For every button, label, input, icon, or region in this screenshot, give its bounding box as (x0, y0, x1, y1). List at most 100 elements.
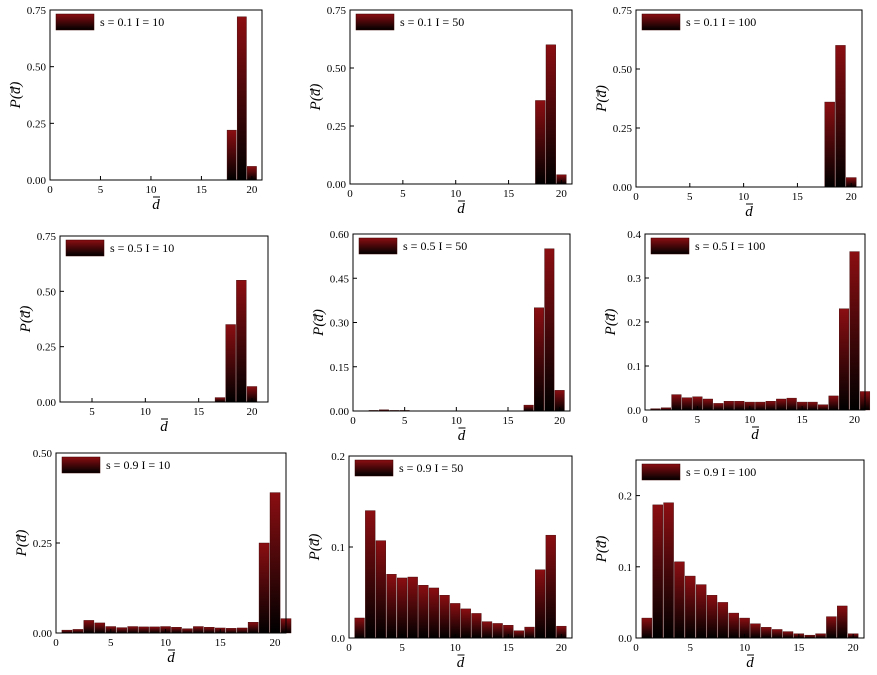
chart-panel-1: 0 5 10 15 20 0.00 0.25 0.50 0.75 s = 0.1 I = 10 d P… (8, 5, 263, 213)
bar (717, 602, 729, 639)
bar (818, 404, 829, 411)
x-tick-label: 0 (642, 414, 648, 426)
x-tick-label: 10 (450, 188, 462, 200)
y-tick-label: 0.00 (613, 182, 633, 194)
y-tick-label: 0.25 (33, 538, 53, 550)
y-axis-label: P(d) (307, 534, 323, 562)
bar (94, 622, 106, 634)
bar (226, 129, 237, 181)
y-tick-label: 0.0 (618, 633, 632, 645)
bar (72, 629, 84, 634)
y-tick-label: 0.3 (627, 273, 641, 285)
legend-swatch (641, 463, 681, 481)
bar (492, 623, 503, 639)
legend-label: s = 0.9 I = 10 (106, 458, 170, 472)
bar (544, 248, 555, 412)
bar (450, 603, 461, 639)
bar (681, 397, 692, 411)
x-tick-label: 5 (695, 414, 701, 426)
x-tick-label: 15 (215, 637, 227, 649)
x-tick-label: 0 (47, 184, 53, 196)
x-tick-label: 10 (738, 191, 750, 203)
bar (545, 534, 556, 639)
bar (407, 576, 418, 639)
chart-panel-2: 0 5 10 15 20 0.00 0.25 0.50 0.75 s = 0.1 I = 50 d P… (308, 5, 573, 217)
bar (236, 627, 248, 634)
bar (849, 251, 860, 411)
x-tick-label: 10 (450, 642, 462, 654)
bar (375, 540, 386, 639)
y-axis-label: P(d) (8, 82, 24, 110)
legend-label: s = 0.9 I = 50 (399, 461, 463, 475)
y-tick-label: 0.1 (627, 361, 641, 373)
x-tick-label: 5 (108, 637, 114, 649)
plot-frame (49, 9, 263, 181)
x-tick-label: 15 (503, 415, 515, 427)
legend-swatch (641, 13, 681, 31)
bar (815, 633, 826, 639)
y-tick-label: 0.0 (627, 405, 641, 417)
y-tick-label: 0.2 (618, 491, 632, 503)
bar (641, 617, 653, 639)
chart-panel-3: 0 5 10 15 20 0.00 0.25 0.50 0.75 s = 0.1 I = 100 d… (594, 5, 863, 220)
y-tick-label: 0.00 (327, 179, 347, 191)
x-tick-label: 5 (89, 406, 95, 418)
legend-label: s = 0.5 I = 50 (403, 239, 467, 253)
bar (824, 101, 835, 188)
legend-label: s = 0.5 I = 100 (695, 239, 765, 253)
bar (236, 16, 247, 181)
x-tick-label: 15 (503, 188, 515, 200)
y-tick-label: 0.4 (627, 229, 641, 241)
bar (365, 510, 376, 639)
y-axis-label: P(d) (603, 309, 619, 337)
bar (835, 45, 846, 188)
legend-swatch (354, 459, 394, 477)
x-tick-label: 0 (633, 191, 639, 203)
y-tick-label: 0.1 (331, 542, 345, 554)
bar (193, 626, 204, 634)
chart-panel-7: 0 5 10 15 20 0.00 0.25 0.50 s = 0.9 I = 10 d P(d) (14, 448, 292, 666)
x-tick-label: 5 (98, 184, 104, 196)
legend-label: s = 0.1 I = 50 (400, 15, 464, 29)
plot-frame (55, 452, 287, 634)
x-tick-label: 5 (687, 191, 693, 203)
y-tick-label: 0.00 (37, 397, 57, 409)
x-tick-label: 10 (451, 415, 463, 427)
bar (828, 395, 839, 411)
bar (723, 401, 734, 411)
x-tick-label: 5 (399, 642, 405, 654)
bar (83, 620, 95, 634)
x-axis-label: d (167, 650, 175, 666)
y-tick-label: 0.00 (33, 628, 53, 640)
bar (247, 622, 259, 634)
x-axis-label: d (751, 427, 759, 443)
bar (776, 398, 787, 411)
bar (127, 626, 138, 634)
bar (839, 308, 850, 411)
y-tick-label: 0.45 (330, 273, 350, 285)
x-tick-label: 15 (193, 406, 205, 418)
x-tick-label: 5 (688, 642, 694, 654)
x-axis-label: d (457, 655, 465, 671)
x-tick-label: 20 (848, 642, 860, 654)
bar (397, 577, 408, 639)
x-axis-label: d (458, 428, 466, 444)
x-axis-label: d (160, 419, 168, 435)
bar (481, 621, 493, 639)
y-tick-label: 0.60 (330, 229, 350, 241)
x-tick-label: 15 (793, 642, 805, 654)
x-tick-label: 10 (739, 642, 751, 654)
bar (771, 629, 783, 639)
plot-frame (635, 459, 865, 639)
bar (734, 401, 745, 411)
x-tick-label: 10 (160, 637, 172, 649)
y-tick-label: 0.25 (37, 342, 57, 354)
bar (837, 605, 848, 639)
bar (116, 627, 127, 634)
x-tick-label: 5 (400, 188, 406, 200)
bar (171, 627, 182, 634)
bar (204, 627, 215, 634)
chart-panel-9: 0 5 10 15 20 0.0 0.1 0.2 s = 0.9 I = 100 d P(d) (594, 459, 865, 671)
bar (460, 608, 471, 639)
bar (214, 397, 226, 403)
